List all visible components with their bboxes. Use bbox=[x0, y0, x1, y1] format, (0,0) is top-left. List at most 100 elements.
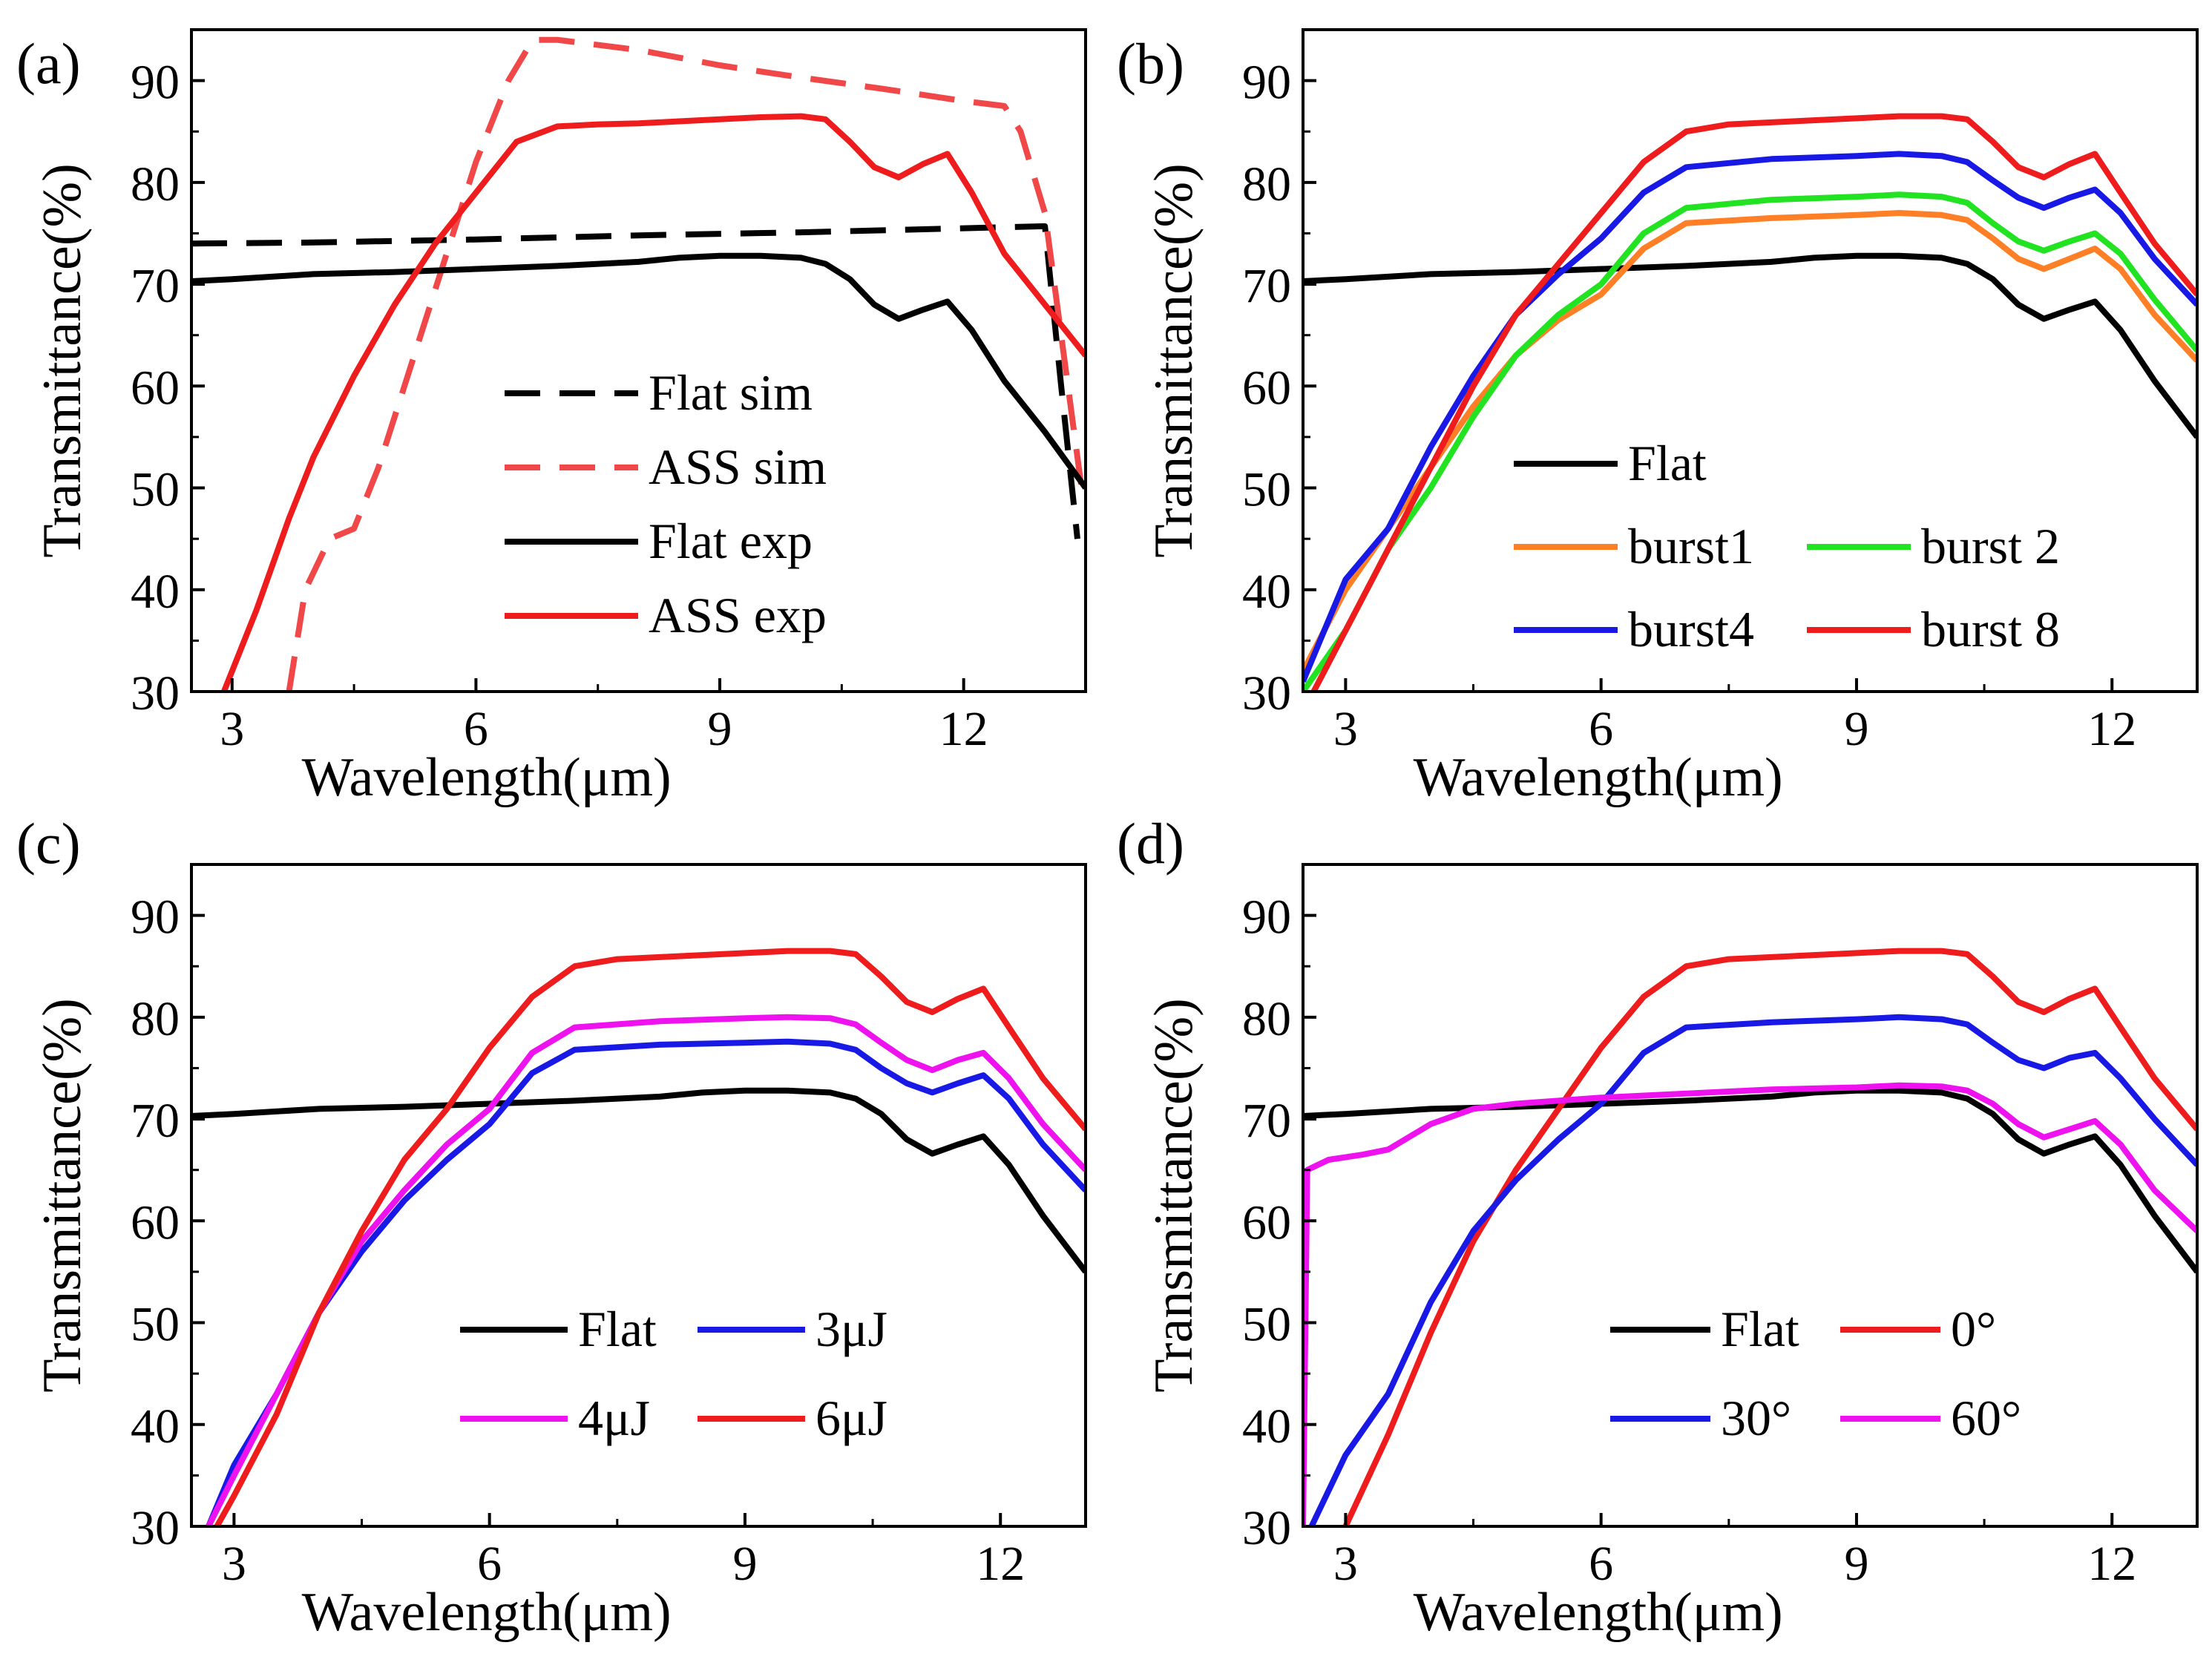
series-line-flat-sim bbox=[191, 223, 1080, 539]
legend-label: burst 2 bbox=[1921, 518, 2060, 574]
y-tick-label: 60 bbox=[1242, 1195, 1291, 1250]
x-tick-label: 6 bbox=[1589, 702, 1613, 756]
legend: Flat 3μJ 4μJ 6μJ bbox=[460, 1301, 887, 1446]
legend-label: burst4 bbox=[1628, 601, 1754, 657]
legend-label: Flat sim bbox=[649, 364, 813, 421]
series-line-flat bbox=[191, 1087, 1086, 1274]
x-tick-label: 9 bbox=[1844, 702, 1868, 756]
y-tick-label: 60 bbox=[131, 1195, 180, 1250]
y-tick-label: 60 bbox=[131, 361, 180, 415]
legend-label: Flat exp bbox=[649, 513, 813, 569]
y-tick-label: 80 bbox=[1242, 992, 1291, 1046]
y-tick-label: 90 bbox=[131, 56, 180, 110]
legend-label: 6μJ bbox=[815, 1390, 887, 1446]
legend-label: Flat bbox=[578, 1301, 657, 1357]
x-tick-label: 3 bbox=[1333, 1537, 1358, 1591]
series-line-flat bbox=[1303, 1087, 2197, 1274]
x-tick-label: 9 bbox=[708, 702, 732, 756]
y-tick-label: 50 bbox=[1242, 463, 1291, 517]
x-tick-label: 12 bbox=[939, 702, 988, 756]
x-tick-label: 3 bbox=[220, 702, 244, 756]
y-tick-label: 90 bbox=[1242, 56, 1291, 110]
y-axis-title: Transmittance(%) bbox=[1143, 998, 1204, 1393]
y-tick-label: 70 bbox=[1242, 259, 1291, 313]
legend: Flat sim ASS sim Flat exp ASS exp bbox=[505, 364, 827, 643]
y-tick-label: 40 bbox=[1242, 565, 1291, 619]
series-line-60- bbox=[1303, 1082, 2197, 1526]
y-tick-label: 70 bbox=[131, 1094, 180, 1148]
x-tick-label: 12 bbox=[2087, 702, 2136, 756]
y-tick-label: 80 bbox=[131, 157, 180, 211]
legend-label: burst 8 bbox=[1921, 601, 2060, 657]
x-tick-label: 3 bbox=[1333, 702, 1358, 756]
y-tick-label: 40 bbox=[131, 565, 180, 619]
y-tick-label: 50 bbox=[131, 1298, 180, 1352]
y-tick-label: 30 bbox=[1242, 666, 1291, 721]
series-line-burst-2 bbox=[1303, 191, 2197, 692]
x-tick-label: 6 bbox=[464, 702, 488, 756]
legend-label: Flat bbox=[1628, 435, 1707, 491]
x-tick-label: 9 bbox=[1844, 1537, 1868, 1591]
x-tick-label: 6 bbox=[477, 1537, 502, 1591]
series-line-30- bbox=[1308, 1014, 2197, 1526]
x-tick-label: 12 bbox=[2087, 1537, 2136, 1591]
x-tick-label: 9 bbox=[732, 1537, 757, 1591]
legend: Flat 0° 30° 60° bbox=[1610, 1301, 2021, 1446]
x-axis-title: Wavelength(μm) bbox=[302, 747, 672, 808]
y-axis-title: Transmittance(%) bbox=[32, 998, 93, 1393]
y-tick-label: 60 bbox=[1242, 361, 1291, 415]
y-tick-label: 80 bbox=[1242, 157, 1291, 211]
chart-panel-b: 30 40 50 60 70 80 90 3 6 9 12 Wavelength(μm) Transmi… bbox=[1117, 28, 2199, 808]
y-tick-label: 30 bbox=[1242, 1501, 1291, 1555]
y-tick-label: 40 bbox=[1242, 1399, 1291, 1454]
y-axis-title: Transmittance(%) bbox=[1143, 163, 1204, 558]
panel-label: (c) bbox=[16, 811, 81, 876]
plot-frame bbox=[190, 863, 1087, 1528]
series-line-6-j bbox=[214, 948, 1086, 1526]
legend: Flat burst1 burst 2 burst4 burst 8 bbox=[1514, 435, 2060, 657]
series-line-burst1 bbox=[1303, 210, 2197, 673]
y-axis-title: Transmittance(%) bbox=[32, 163, 93, 558]
legend-label: 60° bbox=[1951, 1390, 2021, 1446]
y-tick-label: 30 bbox=[131, 666, 180, 721]
series-line-3-j bbox=[206, 1038, 1086, 1526]
series-line-flat-exp bbox=[191, 252, 1086, 490]
plot-frame bbox=[1302, 28, 2199, 693]
chart-panel-c: 30 40 50 60 70 80 90 3 6 9 12 Wavelength(μm) Transmi… bbox=[16, 811, 1087, 1643]
legend-label: 4μJ bbox=[578, 1390, 650, 1446]
y-tick-label: 70 bbox=[131, 259, 180, 313]
x-axis-title: Wavelength(μm) bbox=[1414, 1582, 1783, 1643]
legend-label: ASS sim bbox=[649, 439, 827, 495]
chart-panel-a: 30 40 50 60 70 80 90 3 6 9 12 Wavelength(μm) Transmi… bbox=[16, 28, 1087, 808]
y-tick-label: 70 bbox=[1242, 1094, 1291, 1148]
legend-label: 3μJ bbox=[815, 1301, 887, 1357]
y-tick-label: 90 bbox=[1242, 890, 1291, 945]
panel-label: (b) bbox=[1117, 31, 1184, 96]
y-tick-label: 40 bbox=[131, 1399, 180, 1454]
panel-label: (d) bbox=[1117, 811, 1184, 876]
chart-panel-d: 30 40 50 60 70 80 90 3 6 9 12 Wavelength(μm) Transmi… bbox=[1117, 811, 2199, 1643]
panel-label: (a) bbox=[16, 31, 81, 96]
legend-label: 0° bbox=[1951, 1301, 1996, 1357]
x-tick-label: 3 bbox=[222, 1537, 246, 1591]
legend-label: burst1 bbox=[1628, 518, 1754, 574]
series-line-4-j bbox=[206, 1014, 1086, 1526]
series-line-ass-exp bbox=[221, 113, 1086, 692]
y-tick-label: 90 bbox=[131, 890, 180, 945]
series-line-burst-8 bbox=[1310, 113, 2197, 692]
series-line-ass-sim bbox=[286, 36, 1085, 692]
legend-label: Flat bbox=[1721, 1301, 1799, 1357]
y-tick-label: 50 bbox=[1242, 1298, 1291, 1352]
legend-label: 30° bbox=[1721, 1390, 1791, 1446]
y-tick-label: 30 bbox=[131, 1501, 180, 1555]
x-axis-title: Wavelength(μm) bbox=[302, 1582, 672, 1643]
x-tick-label: 12 bbox=[976, 1537, 1025, 1591]
series-line-burst4 bbox=[1303, 151, 2197, 683]
series-line-flat bbox=[1303, 252, 2197, 439]
plot-frame bbox=[190, 28, 1087, 693]
y-tick-label: 80 bbox=[131, 992, 180, 1046]
y-tick-label: 50 bbox=[131, 463, 180, 517]
legend-label: ASS exp bbox=[649, 587, 827, 643]
x-tick-label: 6 bbox=[1589, 1537, 1613, 1591]
